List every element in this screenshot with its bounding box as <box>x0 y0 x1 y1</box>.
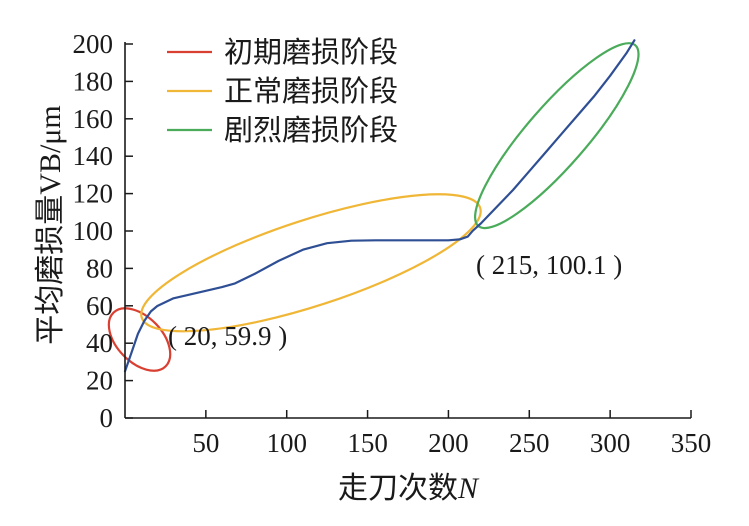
x-tick-label: 50 <box>192 428 219 458</box>
annotation-transition-point: ( 215, 100.1 ) <box>476 250 622 280</box>
y-tick-label: 160 <box>73 104 114 134</box>
stage-ellipse-severe <box>473 42 640 230</box>
legend-label-initial: 初期磨损阶段 <box>224 36 398 69</box>
y-tick-label: 180 <box>73 66 114 96</box>
y-ticks: 0 20 40 60 80 100 120 140 160 180 200 <box>73 29 133 433</box>
x-axis-label: 走刀次数N <box>338 472 480 505</box>
stage-ellipse-initial <box>107 307 172 372</box>
stage-ellipse-normal <box>140 193 482 333</box>
y-tick-label: 200 <box>73 29 114 59</box>
y-tick-label: 20 <box>86 366 113 396</box>
x-axis-label-text: 走刀次数 <box>338 472 458 505</box>
regions-layer <box>107 42 640 372</box>
x-tick-label: 150 <box>347 428 388 458</box>
x-ticks: 50 100 150 200 250 300 350 <box>192 410 711 458</box>
y-tick-label: 120 <box>73 179 114 209</box>
x-tick-label: 250 <box>509 428 550 458</box>
axes-layer: 50 100 150 200 250 300 350 0 20 40 60 80 100 120 140 1… <box>73 29 712 458</box>
x-tick-label: 300 <box>590 428 631 458</box>
y-tick-label: 140 <box>73 141 114 171</box>
x-tick-label: 200 <box>428 428 469 458</box>
legend-label-severe: 剧烈磨损阶段 <box>224 114 398 147</box>
wear-curve <box>123 39 636 373</box>
y-tick-label: 0 <box>100 403 114 433</box>
legend-label-normal: 正常磨损阶段 <box>224 75 398 108</box>
y-tick-label: 100 <box>73 216 114 246</box>
annotation-initial-point: ( 20, 59.9 ) <box>168 321 287 351</box>
x-axis-label-variable: N <box>457 472 480 505</box>
y-tick-label: 40 <box>86 328 113 358</box>
x-tick-label: 350 <box>671 428 712 458</box>
y-tick-label: 80 <box>86 253 113 283</box>
y-axis-label: 平均磨损量VB/μm <box>34 105 67 344</box>
y-tick-label: 60 <box>86 291 113 321</box>
x-tick-label: 100 <box>266 428 307 458</box>
